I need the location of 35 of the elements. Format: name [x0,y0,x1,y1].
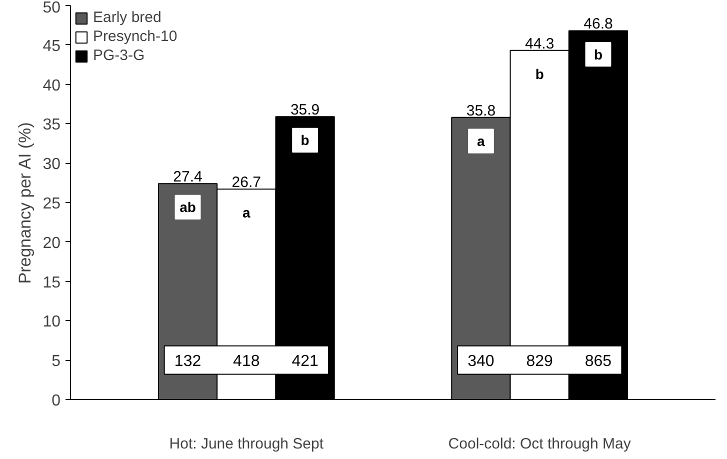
y-tick-label: 30 [42,156,61,174]
annotation: 829 [526,353,554,370]
x-tick-label: Cool-cold: Oct through May [448,436,632,452]
y-tick-label: 10 [42,314,61,331]
annotation: b [594,46,603,62]
x-tick-label: Hot: June through Sept [169,436,324,452]
annotation: 421 [292,353,318,370]
y-tick-label: 15 [42,274,61,292]
annotation: b [535,66,544,82]
y-axis-title: Pregnancy per AI (%) [16,122,35,284]
y-tick-label: 50 [42,0,61,16]
y-tick-label: 40 [42,77,61,94]
y-tick-label: 5 [52,353,61,370]
data-label: 27.4 [173,168,202,186]
y-tick-label: 35 [42,116,61,134]
annotation: 340 [468,353,494,370]
data-label: 44.3 [524,35,554,52]
legend-label: Early bred [93,9,162,26]
annotation: 865 [584,353,612,370]
y-tick-label: 0 [52,392,61,410]
legend-label: Presynch-10 [93,28,178,45]
data-label: 26.7 [232,174,262,192]
annotation: ab [180,199,196,216]
annotation: 132 [174,353,202,370]
y-tick-label: 20 [42,234,61,252]
legend-label: PG-3-G [93,47,145,64]
annotation: 418 [233,353,260,370]
annotation: b [300,132,310,148]
y-tick-label: 45 [42,38,61,55]
y-tick-label: 25 [42,196,61,212]
data-label: 35.9 [290,102,320,119]
annotation: a [242,204,251,221]
annotation: a [477,133,486,150]
data-label: 35.8 [466,102,496,120]
data-label: 46.8 [584,16,613,33]
